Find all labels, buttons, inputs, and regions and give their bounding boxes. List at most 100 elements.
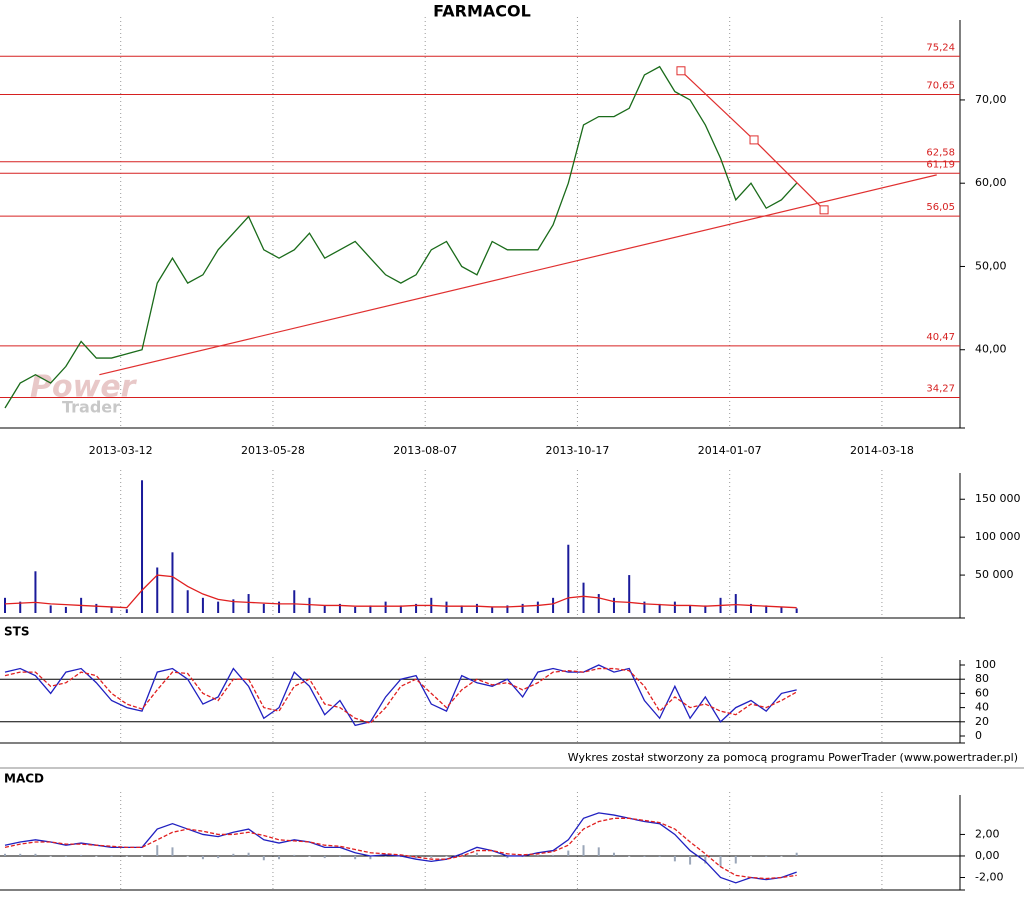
trend-line xyxy=(99,174,937,376)
bar xyxy=(141,480,144,613)
bar xyxy=(536,601,539,613)
series-line xyxy=(4,65,798,409)
bar xyxy=(689,855,692,865)
y-tick-label: 80 xyxy=(975,672,989,685)
bar xyxy=(491,606,494,613)
bar xyxy=(186,855,189,857)
series-line xyxy=(4,817,797,880)
y-tick-label: 0,00 xyxy=(975,849,1000,862)
watermark: Trader xyxy=(62,398,120,417)
bar xyxy=(795,852,798,856)
bar xyxy=(475,852,478,856)
bar xyxy=(582,845,585,856)
bar xyxy=(369,605,372,613)
bar xyxy=(567,850,570,856)
bar xyxy=(217,855,220,859)
bar xyxy=(95,855,98,857)
bar xyxy=(612,597,615,613)
bar xyxy=(262,855,265,861)
bar xyxy=(491,855,494,857)
bar xyxy=(506,605,509,613)
x-tick-label: 2013-03-12 xyxy=(89,444,153,457)
bar xyxy=(323,855,326,859)
bar xyxy=(201,855,204,860)
bar xyxy=(308,597,311,613)
bar xyxy=(369,855,372,860)
bar xyxy=(460,605,463,613)
bar xyxy=(445,855,448,857)
bar xyxy=(628,855,631,857)
bar xyxy=(658,855,661,858)
bar xyxy=(64,606,67,613)
bar xyxy=(734,855,737,864)
bar xyxy=(415,603,418,613)
y-tick-label: 100 xyxy=(975,658,996,671)
bar xyxy=(765,855,768,858)
bar xyxy=(278,601,281,613)
level-label: 34,27 xyxy=(926,383,955,394)
bar xyxy=(384,855,387,858)
y-tick-label: 70,00 xyxy=(975,93,1007,106)
bar xyxy=(156,845,159,856)
bar xyxy=(308,855,311,857)
bar xyxy=(34,571,37,613)
bar xyxy=(110,855,113,858)
bar xyxy=(201,597,204,613)
bar xyxy=(673,601,676,613)
bar xyxy=(354,606,357,613)
bar xyxy=(49,855,52,857)
bar xyxy=(521,603,524,613)
level-label: 56,05 xyxy=(926,202,955,213)
bar xyxy=(628,575,631,613)
bar xyxy=(384,601,387,613)
bar xyxy=(64,855,67,858)
bar xyxy=(262,603,265,613)
bar xyxy=(34,853,37,856)
level-label: 62,58 xyxy=(926,148,955,159)
level-label: 75,24 xyxy=(926,42,955,53)
bar xyxy=(643,601,646,613)
level-label: 61,19 xyxy=(926,159,955,170)
bar xyxy=(323,605,326,613)
bar xyxy=(795,608,798,613)
series-line xyxy=(4,574,797,609)
bar xyxy=(293,590,296,613)
bar xyxy=(673,855,676,862)
level-label: 70,65 xyxy=(926,81,955,92)
y-tick-label: 20 xyxy=(975,715,989,728)
bar xyxy=(475,603,478,613)
bar xyxy=(49,605,52,613)
y-tick-label: 50,00 xyxy=(975,259,1007,272)
bar xyxy=(186,590,189,613)
x-tick-label: 2014-03-18 xyxy=(850,444,914,457)
bar xyxy=(80,854,83,856)
bar xyxy=(217,601,220,613)
trend-marker xyxy=(676,66,686,76)
bar xyxy=(156,567,159,613)
bar xyxy=(415,855,418,859)
x-tick-label: 2014-01-07 xyxy=(698,444,762,457)
y-tick-label: 60 xyxy=(975,686,989,699)
bar xyxy=(643,855,646,858)
bar xyxy=(780,606,783,613)
y-tick-label: 40 xyxy=(975,701,989,714)
series-line xyxy=(4,812,797,884)
bar xyxy=(354,855,357,860)
bar xyxy=(399,605,402,613)
bar xyxy=(141,855,144,857)
bar xyxy=(689,605,692,613)
panel-title: MACD xyxy=(4,772,44,786)
bar xyxy=(171,847,174,856)
bar xyxy=(4,597,6,613)
bar xyxy=(293,854,296,856)
x-tick-label: 2013-08-07 xyxy=(393,444,457,457)
y-tick-label: 50 000 xyxy=(975,568,1014,581)
bar xyxy=(19,853,22,856)
bar xyxy=(552,854,555,856)
bar xyxy=(247,852,250,856)
series-line xyxy=(4,667,797,724)
y-tick-label: 100 000 xyxy=(975,530,1021,543)
bar xyxy=(749,855,752,857)
series-line xyxy=(4,664,797,727)
